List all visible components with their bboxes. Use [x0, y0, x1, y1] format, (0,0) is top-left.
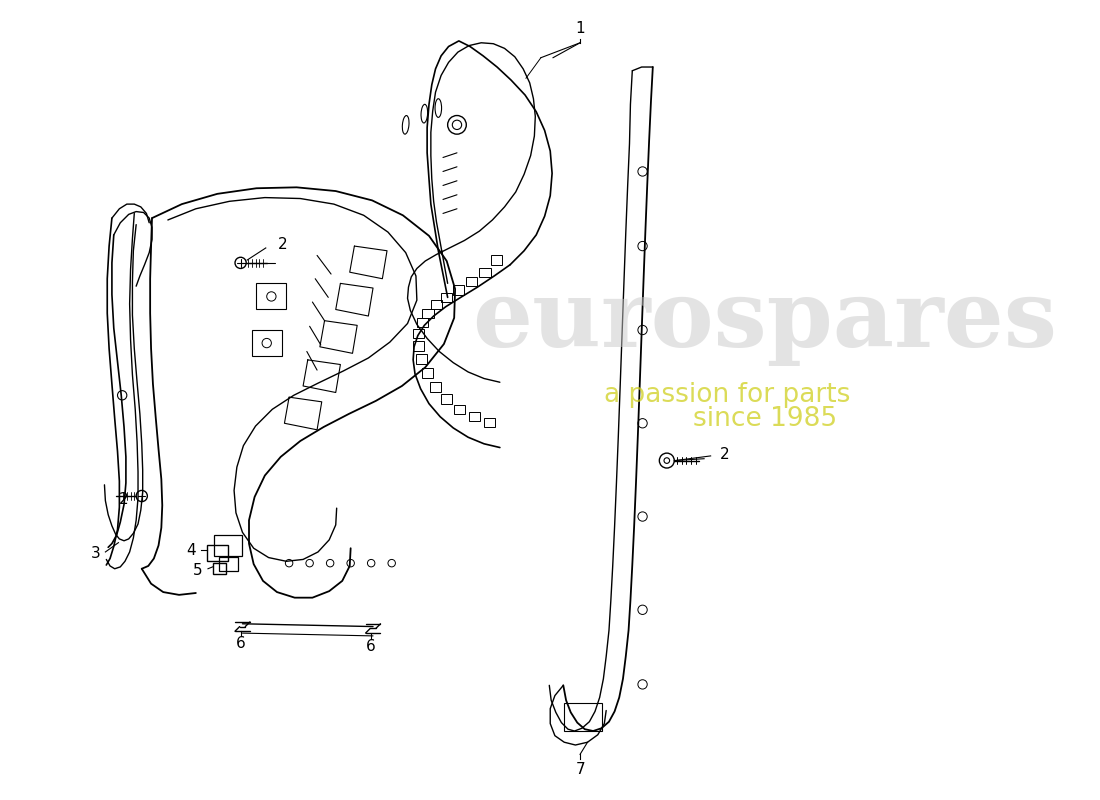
- Text: 7: 7: [575, 762, 585, 777]
- Bar: [469, 412, 481, 422]
- Bar: [422, 309, 433, 318]
- Bar: [453, 286, 464, 294]
- Bar: [421, 368, 432, 378]
- Bar: [491, 255, 502, 265]
- Bar: [466, 277, 477, 286]
- Bar: [417, 318, 428, 327]
- Text: a passion for parts: a passion for parts: [604, 382, 850, 408]
- Bar: [480, 267, 491, 277]
- Bar: [256, 283, 286, 310]
- Bar: [416, 354, 427, 363]
- Bar: [484, 418, 495, 427]
- Text: 2: 2: [720, 446, 729, 462]
- Bar: [441, 394, 452, 404]
- Text: 2: 2: [278, 237, 287, 252]
- Bar: [212, 563, 226, 574]
- Text: 6: 6: [235, 636, 245, 651]
- Bar: [441, 293, 452, 302]
- Text: 1: 1: [575, 22, 585, 36]
- Bar: [414, 329, 425, 338]
- Bar: [252, 330, 282, 356]
- Bar: [219, 557, 238, 570]
- Text: 5: 5: [192, 563, 202, 578]
- Bar: [564, 703, 602, 731]
- Text: since 1985: since 1985: [693, 406, 837, 432]
- Text: 6: 6: [366, 638, 376, 654]
- Bar: [431, 300, 442, 310]
- Bar: [430, 382, 441, 391]
- Bar: [454, 405, 465, 414]
- Text: eurospares: eurospares: [472, 276, 1057, 366]
- Text: 3: 3: [91, 546, 101, 562]
- Bar: [207, 545, 228, 562]
- Bar: [414, 342, 425, 350]
- Text: 2: 2: [119, 492, 129, 507]
- Text: 4: 4: [186, 542, 196, 558]
- Bar: [214, 535, 242, 556]
